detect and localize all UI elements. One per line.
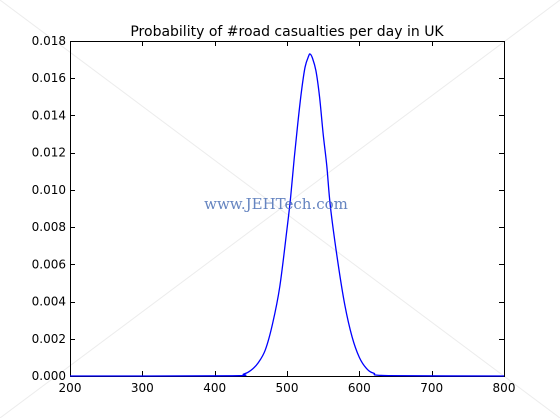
y-tick-label: 0.010 (32, 183, 66, 197)
x-tick-label: 500 (276, 381, 299, 395)
x-axis-ticks: 200 300 400 500 600 700 800 (59, 41, 516, 395)
y-tick-label: 0.004 (32, 295, 66, 309)
x-tick-label: 400 (203, 381, 226, 395)
y-tick-label: 0.012 (32, 146, 66, 160)
y-tick-label: 0.000 (32, 369, 66, 383)
y-tick-label: 0.016 (32, 71, 66, 85)
watermark-text: www.JEHTech.com (204, 195, 348, 213)
x-tick-label: 700 (420, 381, 443, 395)
x-tick-label: 300 (131, 381, 154, 395)
series-line-1 (69, 53, 505, 377)
y-axis-ticks: 0.000 0.002 0.004 0.006 0.008 0.010 0.012 0.014… (32, 34, 504, 383)
x-tick-label: 600 (348, 381, 371, 395)
x-tick-label: 200 (59, 381, 82, 395)
y-tick-label: 0.002 (32, 332, 66, 346)
x-tick-label: 800 (493, 381, 516, 395)
chart-title: Probability of #road casualties per day … (130, 24, 444, 40)
series-layer (69, 53, 505, 377)
y-tick-label: 0.018 (32, 34, 66, 48)
y-tick-label: 0.008 (32, 220, 66, 234)
y-tick-label: 0.014 (32, 108, 66, 122)
y-tick-label: 0.006 (32, 257, 66, 271)
